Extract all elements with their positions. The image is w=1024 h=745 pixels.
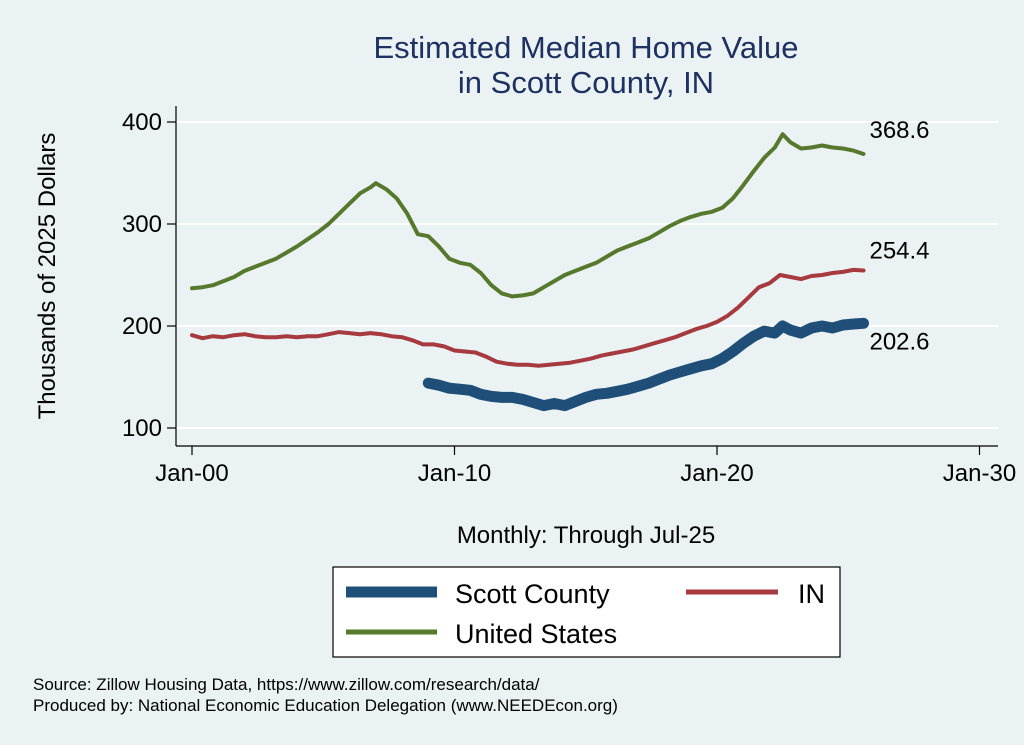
legend-label-in: IN [798, 579, 825, 609]
series-line-in [190, 267, 866, 368]
end-labels: 202.6 254.4 368.6 [869, 117, 929, 355]
x-tick-label-Jan-10: Jan-10 [418, 460, 491, 487]
legend-box [332, 566, 841, 658]
x-axis-title: Monthly: Through Jul-25 [457, 522, 715, 549]
x-tick-label-Jan-20: Jan-20 [680, 460, 753, 487]
end-label-scott-county: 202.6 [869, 328, 929, 355]
end-label-in: 254.4 [869, 238, 929, 265]
y-tick-label-100: 100 [122, 415, 162, 442]
chart-title-line-1: Estimated Median Home Value [373, 30, 798, 65]
legend-label-scott-county: Scott County [455, 579, 610, 609]
chart-title-line-2: in Scott County, IN [458, 65, 714, 100]
axes: 100 200 300 400 Jan-00 Jan-10 Jan-20 Jan-30 [122, 106, 1016, 487]
y-axis-title: Thousands of 2025 Dollars [34, 133, 61, 420]
series-line-united-states [190, 132, 866, 299]
source-note: Source: Zillow Housing Data, https://www… [33, 675, 540, 694]
plot-area [176, 106, 998, 446]
y-tick-label-400: 400 [122, 109, 162, 136]
legend: Scott County IN United States [332, 566, 841, 658]
x-tick-label-Jan-30: Jan-30 [943, 460, 1016, 487]
legend-label-united-states: United States [455, 619, 617, 649]
producer-note: Produced by: National Economic Education… [33, 696, 618, 715]
series-lines [190, 132, 869, 412]
x-tick-label-Jan-00: Jan-00 [155, 460, 228, 487]
series-line-scott-county [422, 317, 869, 412]
end-label-united-states: 368.6 [869, 117, 929, 144]
y-tick-label-300: 300 [122, 211, 162, 238]
grid-lines [176, 121, 998, 429]
y-tick-label-200: 200 [122, 313, 162, 340]
